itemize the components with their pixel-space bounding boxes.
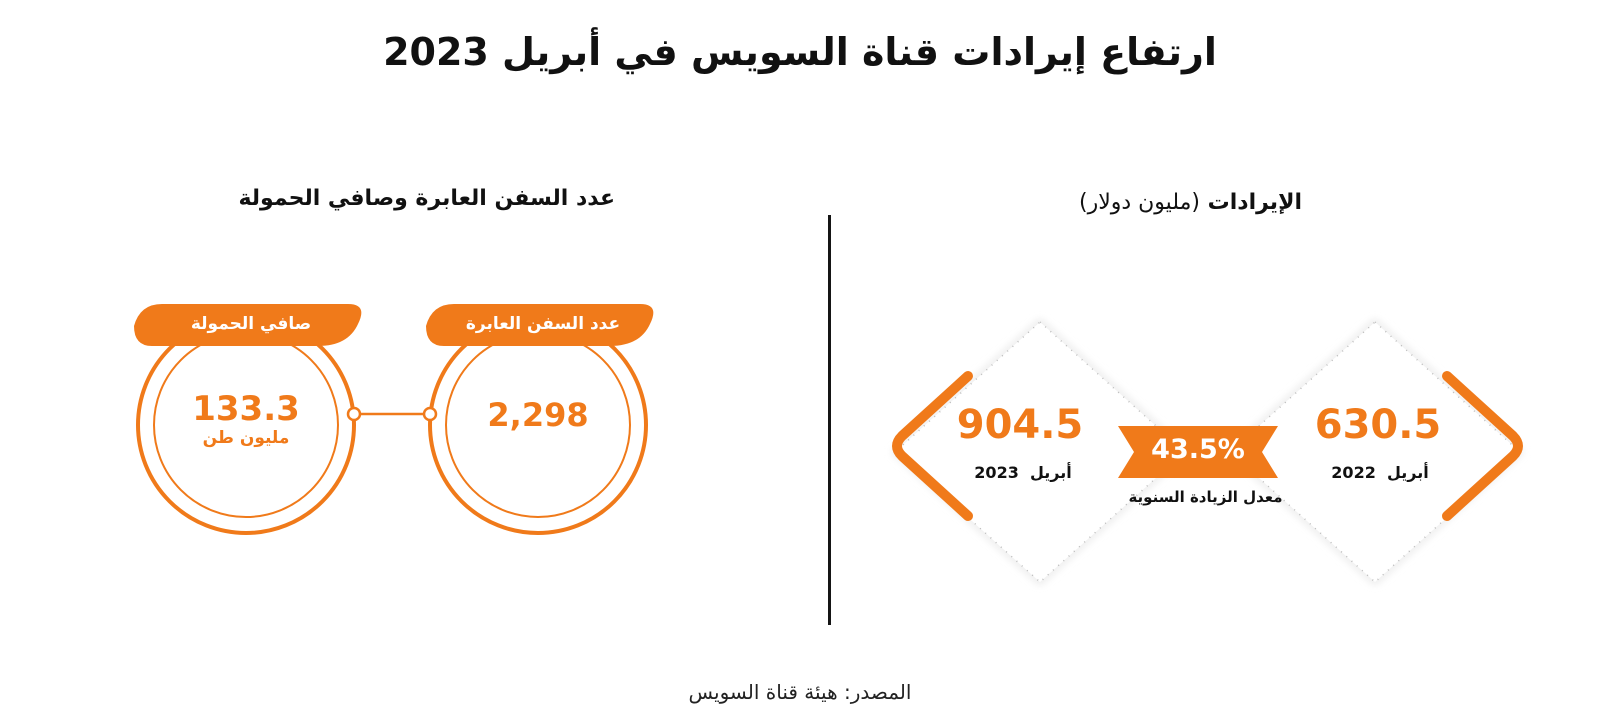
revenue-2022-label: أبريل 2022 bbox=[1325, 463, 1435, 482]
section-divider bbox=[828, 215, 831, 625]
revenue-heading-unit: (مليون دولار) bbox=[1078, 190, 1200, 215]
revenue-2023-value: 904.5 bbox=[956, 402, 1084, 448]
diamond-2022 bbox=[1227, 319, 1523, 585]
revenue-2023-month: أبريل bbox=[1029, 463, 1072, 482]
ships-value: 2,298 bbox=[487, 396, 589, 434]
diamond-2022-accent bbox=[1442, 371, 1523, 521]
ships-circle bbox=[426, 304, 654, 535]
tonnage-tab bbox=[134, 304, 362, 346]
source-note: المصدر: هيئة قناة السويس bbox=[688, 680, 912, 704]
ships-tab-label: عدد السفن العابرة bbox=[465, 314, 621, 334]
ships-tab bbox=[426, 304, 654, 346]
growth-label: معدل الزيادة السنوية bbox=[1128, 488, 1283, 506]
growth-banner bbox=[1118, 426, 1278, 478]
revenue-2022-year: 2022 bbox=[1331, 463, 1376, 482]
tonnage-tab-label: صافي الحمولة bbox=[190, 314, 312, 334]
growth-value: 43.5% bbox=[1151, 434, 1245, 465]
diamond-2023-accent bbox=[892, 371, 973, 521]
page-title: ارتفاع إيرادات قناة السويس في أبريل 2023 bbox=[383, 30, 1217, 74]
revenue-2023-label: أبريل 2023 bbox=[968, 463, 1078, 482]
revenue-heading-bold: الإيرادات bbox=[1207, 190, 1302, 215]
ships-heading: عدد السفن العابرة وصافي الحمولة bbox=[238, 186, 615, 211]
tonnage-circle bbox=[134, 304, 362, 535]
tonnage-unit: مليون طن bbox=[202, 428, 290, 448]
diamond-2023 bbox=[892, 319, 1188, 585]
revenue-heading: الإيرادات (مليون دولار) bbox=[1079, 190, 1302, 215]
revenue-2022-month: أبريل bbox=[1386, 463, 1429, 482]
circle-connector bbox=[346, 406, 438, 422]
revenue-2022-value: 630.5 bbox=[1314, 402, 1442, 448]
revenue-2023-year: 2023 bbox=[974, 463, 1019, 482]
tonnage-value: 133.3 bbox=[192, 389, 300, 429]
